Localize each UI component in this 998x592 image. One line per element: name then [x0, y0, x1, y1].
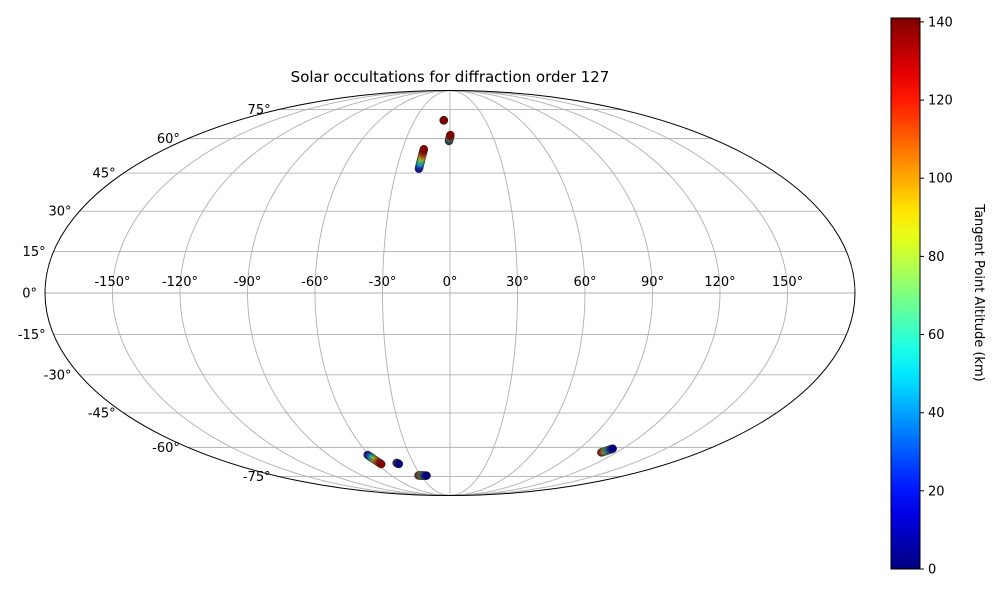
longitude-tick-label: -30° — [369, 275, 397, 290]
latitude-tick-label: -75° — [243, 470, 271, 485]
longitude-tick-label: 30° — [506, 275, 529, 290]
colorbar-tick-label: 140 — [928, 15, 953, 30]
longitude-tick-label: 60° — [573, 275, 596, 290]
colorbar-tick-label: 100 — [928, 172, 953, 187]
longitude-tick-label: -60° — [301, 275, 329, 290]
colorbar: 0 20 40 60 80 100 120 140 Tangent Point Altitud… — [890, 15, 986, 578]
data-point — [608, 444, 617, 453]
colorbar-tick-label: 40 — [928, 406, 945, 421]
data-point — [439, 116, 448, 125]
longitude-tick-label: -120° — [162, 275, 198, 290]
data-points — [363, 116, 617, 480]
colorbar-gradient — [890, 17, 921, 570]
data-point — [377, 459, 386, 469]
colorbar-ticks: 0 20 40 60 80 100 120 140 — [920, 15, 953, 578]
longitude-tick-labels: -150° -120° -90° -60° -30° 0° 30° 60° 90° 120° 150… — [94, 275, 803, 290]
data-point — [422, 471, 431, 480]
latitude-tick-label: 15° — [23, 245, 46, 260]
longitude-tick-label: -150° — [94, 275, 130, 290]
colorbar-tick-label: 20 — [928, 484, 945, 499]
latitude-tick-label: -30° — [44, 368, 72, 383]
latitude-tick-label: 0° — [22, 287, 37, 302]
longitude-tick-label: 0° — [443, 275, 458, 290]
colorbar-tick-label: 120 — [928, 94, 953, 109]
colorbar-tick-label: 60 — [928, 328, 945, 343]
colorbar-tick-label: 0 — [928, 563, 936, 578]
latitude-tick-label: -45° — [88, 406, 116, 421]
data-point — [446, 130, 455, 140]
chart-title: Solar occultations for diffraction order… — [291, 68, 610, 86]
longitude-tick-label: 90° — [641, 275, 664, 290]
longitude-tick-label: -90° — [234, 275, 262, 290]
longitude-tick-label: 120° — [704, 275, 735, 290]
colorbar-tick-label: 80 — [928, 250, 945, 265]
mollweide-map: -150° -120° -90° -60° -30° 0° 30° 60° 90° 120° 150… — [18, 90, 856, 496]
latitude-tick-label: 75° — [248, 103, 271, 118]
data-point — [419, 144, 429, 154]
latitude-tick-label: 30° — [48, 205, 71, 220]
map-boundary — [44, 90, 856, 496]
longitude-tick-label: 150° — [772, 275, 803, 290]
data-point — [394, 459, 404, 469]
latitude-tick-label: -15° — [18, 328, 46, 343]
map-gridlines — [45, 90, 855, 496]
latitude-tick-label: 45° — [93, 167, 116, 182]
latitude-tick-label: 60° — [157, 132, 180, 147]
colorbar-label: Tangent Point Altitude (km) — [971, 203, 986, 381]
latitude-tick-labels: -75° -60° -45° -30° -15° 0° 15° 30° 45° 60° 75° — [18, 103, 271, 485]
latitude-tick-label: -60° — [152, 441, 180, 456]
